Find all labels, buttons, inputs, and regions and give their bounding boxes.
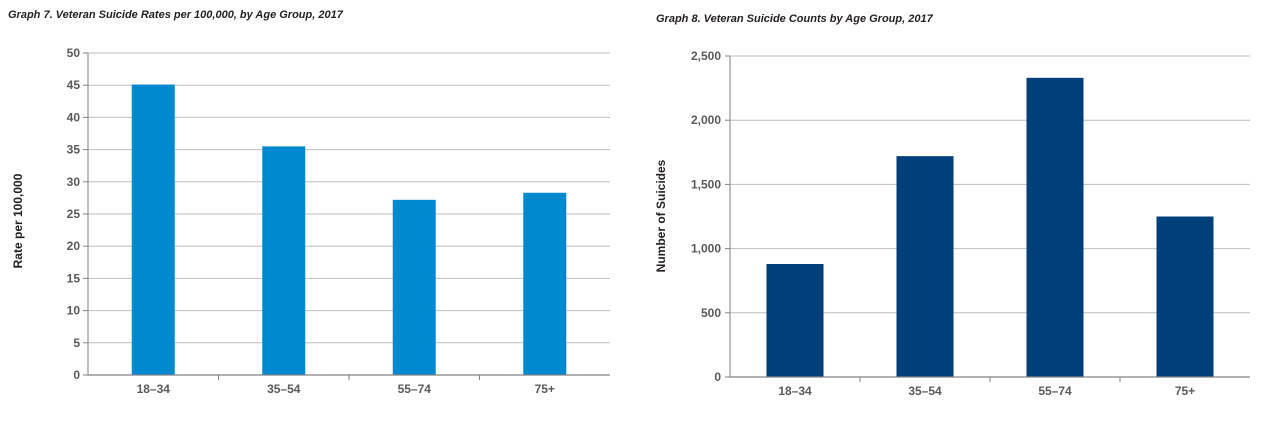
y-tick-label: 45	[67, 78, 81, 92]
x-tick-label: 35–54	[908, 384, 942, 398]
y-tick-label: 15	[67, 271, 81, 285]
bar-55–74	[1026, 77, 1084, 377]
x-tick-label: 55–74	[1038, 384, 1072, 398]
y-tick-label: 25	[67, 207, 81, 221]
x-tick-label: 75+	[1175, 384, 1195, 398]
y-tick-label: 40	[67, 110, 81, 124]
chart-1-title: Graph 7. Veteran Suicide Rates per 100,0…	[8, 9, 344, 21]
chart-1-y-ticks: 0 5 10 15 20 25 30 35 40 45 50	[67, 46, 81, 382]
chart-counts-by-age: Graph 8. Veteran Suicide Counts by Age G…	[654, 13, 1250, 398]
bar-75+	[523, 192, 567, 375]
y-tick-label: 30	[67, 175, 81, 189]
y-tick-label: 50	[67, 46, 81, 60]
bar-35–54	[262, 146, 306, 375]
y-tick-label: 0	[714, 370, 721, 384]
chart-1-x-ticks: 18–34 35–54 55–74 75+	[137, 382, 555, 396]
chart-2-y-ticks: 0 500 1,000 1,500 2,000 2,500	[691, 49, 721, 384]
chart-2-x-ticks: 18–34 35–54 55–74 75+	[778, 384, 1195, 398]
y-tick-label: 1,500	[691, 177, 721, 191]
bar-55–74	[392, 199, 436, 375]
x-tick-label: 18–34	[137, 382, 171, 396]
y-tick-label: 20	[67, 239, 81, 253]
y-tick-label: 500	[701, 306, 721, 320]
chart-2-y-axis-label: Number of Suicides	[654, 159, 668, 272]
bar-18–34	[131, 84, 175, 375]
y-tick-label: 35	[67, 143, 81, 157]
bar-35–54	[896, 156, 954, 377]
chart-1-gridlines	[88, 52, 610, 344]
chart-2-axis	[725, 55, 1250, 382]
chart-1-bars	[131, 84, 567, 375]
x-tick-label: 35–54	[267, 382, 301, 396]
bar-75+	[1156, 216, 1214, 377]
y-tick-label: 1,000	[691, 242, 721, 256]
chart-1-axis	[83, 52, 610, 380]
y-tick-label: 0	[73, 368, 80, 382]
chart-1-y-axis-label: Rate per 100,000	[11, 173, 25, 268]
x-tick-label: 75+	[535, 382, 555, 396]
bar-18–34	[766, 264, 824, 377]
x-tick-label: 55–74	[398, 382, 432, 396]
chart-2-bars	[766, 77, 1214, 377]
y-tick-label: 2,000	[691, 113, 721, 127]
chart-rates-by-age: Graph 7. Veteran Suicide Rates per 100,0…	[8, 9, 610, 396]
chart-2-title: Graph 8. Veteran Suicide Counts by Age G…	[656, 13, 934, 25]
x-tick-label: 18–34	[778, 384, 812, 398]
y-tick-label: 2,500	[691, 49, 721, 63]
y-tick-label: 5	[73, 336, 80, 350]
y-tick-label: 10	[67, 304, 81, 318]
